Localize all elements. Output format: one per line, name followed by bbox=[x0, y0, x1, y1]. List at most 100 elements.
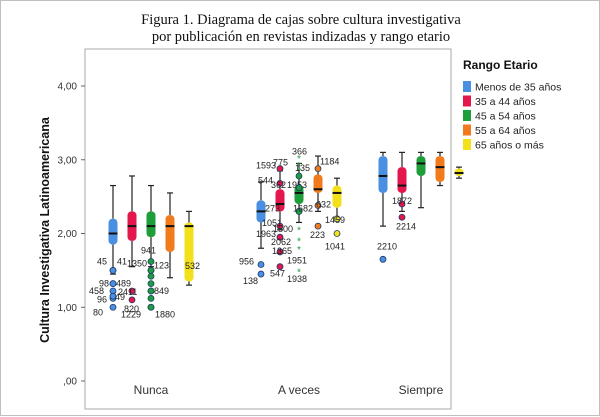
outlier-point bbox=[109, 280, 117, 288]
extreme-outlier-star: * bbox=[297, 154, 301, 165]
outlier-point bbox=[295, 207, 303, 215]
outlier-label: 1951 bbox=[287, 256, 307, 266]
y-tick-label: 4,00 bbox=[58, 82, 78, 93]
outlier-label: 544 bbox=[258, 175, 273, 185]
box-plot-siempre-s4 bbox=[454, 166, 464, 179]
box-iqr bbox=[146, 211, 156, 238]
boxes bbox=[108, 151, 464, 286]
legend-entry-label: 55 a 64 años bbox=[475, 125, 536, 137]
y-tick-label: 1,00 bbox=[58, 303, 78, 314]
x-category-label: Nunca bbox=[134, 383, 169, 397]
outlier-point bbox=[257, 270, 265, 278]
outlier-label: 820 bbox=[124, 304, 139, 314]
chart-title-line-2: por publicación en revistas indizadas y … bbox=[151, 29, 451, 45]
outlier-point bbox=[314, 202, 322, 209]
outlier-point bbox=[147, 272, 155, 280]
box-iqr bbox=[378, 156, 388, 193]
outlier-label: 135 bbox=[295, 163, 310, 173]
outlier-label: 273 bbox=[265, 203, 280, 213]
outlier-label: 1880 bbox=[155, 309, 175, 319]
extreme-outlier-star: * bbox=[297, 267, 301, 278]
outlier-point bbox=[295, 172, 303, 180]
outlier-label: 2214 bbox=[396, 221, 416, 231]
legend-entry-label: 35 a 44 años bbox=[475, 96, 536, 108]
x-category-label: Siempre bbox=[399, 383, 444, 397]
box-iqr bbox=[332, 185, 342, 208]
outlier-point bbox=[147, 258, 155, 265]
chart-title-line-1: Figura 1. Diagrama de cajas sobre cultur… bbox=[141, 12, 461, 28]
outlier-point bbox=[276, 222, 284, 230]
outlier-label: 1365 bbox=[272, 246, 292, 256]
outlier-label: 1459 bbox=[325, 215, 345, 225]
box-plot-siempre-s3 bbox=[435, 151, 445, 187]
legend-entry-label: 45 a 54 años bbox=[475, 111, 536, 123]
box-plot-nunca-s1 bbox=[127, 175, 137, 268]
legend-swatch bbox=[463, 110, 471, 121]
outlier-label: 775 bbox=[273, 158, 288, 168]
legend-title: Rango Etario bbox=[463, 58, 538, 72]
outlier-point bbox=[128, 296, 136, 304]
outlier-label: 941 bbox=[141, 246, 156, 256]
outlier-label: 1682 bbox=[293, 203, 313, 213]
outlier-label: 2062 bbox=[271, 237, 291, 247]
outlier-label: 223 bbox=[310, 230, 325, 240]
outlier-point bbox=[147, 294, 155, 302]
outlier-point bbox=[147, 280, 155, 288]
box-plot-a-veces-s0 bbox=[256, 181, 266, 249]
y-tick-label: 3,00 bbox=[58, 155, 78, 166]
box-iqr bbox=[184, 222, 194, 282]
outlier-label: 49 bbox=[115, 292, 125, 302]
outlier-label: 849 bbox=[154, 286, 169, 296]
outlier-point bbox=[398, 213, 406, 221]
outlier-point bbox=[333, 230, 341, 237]
box-iqr bbox=[165, 215, 175, 252]
outlier-label: 96 bbox=[97, 294, 107, 304]
outlier-label: 1963 bbox=[256, 229, 276, 239]
box-plot-siempre-s2 bbox=[416, 151, 426, 209]
box-plot-siempre-s1 bbox=[397, 151, 407, 212]
outlier-label: 1229 bbox=[121, 309, 141, 319]
outlier-label: 547 bbox=[270, 269, 285, 279]
outlier-point bbox=[398, 200, 406, 208]
outlier-label: 138 bbox=[243, 276, 258, 286]
outlier-point bbox=[295, 184, 303, 192]
outlier-point bbox=[147, 287, 155, 295]
extreme-outlier-star: * bbox=[297, 166, 301, 177]
extreme-outlier-star: * bbox=[297, 161, 301, 172]
outlier-label: 45 bbox=[97, 256, 107, 266]
outlier-label: 1350 bbox=[127, 258, 147, 268]
plot-frame bbox=[84, 48, 452, 410]
outlier-label: 2411 bbox=[118, 287, 137, 297]
outlier-label: 80 bbox=[93, 307, 103, 317]
outlier-label: 98 bbox=[99, 279, 109, 289]
outlier-label: 2210 bbox=[377, 241, 397, 251]
box-iqr bbox=[435, 156, 445, 182]
outlier-label: 489 bbox=[116, 279, 131, 289]
outlier-label: 362 bbox=[271, 180, 286, 190]
legend-swatch bbox=[463, 139, 471, 150]
y-tick-label: 2,00 bbox=[58, 229, 78, 240]
outlier-label: 366 bbox=[292, 146, 307, 156]
outlier-point bbox=[314, 222, 322, 230]
legend-swatch bbox=[463, 124, 471, 136]
legend-swatch bbox=[463, 81, 471, 92]
outlier-point bbox=[314, 165, 322, 173]
outlier-label: 532 bbox=[185, 261, 200, 271]
extreme-outlier-star: * bbox=[297, 236, 301, 247]
box-iqr bbox=[416, 156, 426, 176]
legend: Rango Etario Menos de 35 años 35 a 44 años… bbox=[463, 58, 561, 152]
outlier-label: 1041 bbox=[325, 242, 345, 252]
box-plot-nunca-s3 bbox=[165, 192, 175, 279]
box-plot-a-veces-s4 bbox=[332, 177, 342, 220]
outlier-point bbox=[257, 261, 265, 268]
outlier-point bbox=[276, 179, 284, 187]
outlier-label: 1500 bbox=[273, 224, 293, 234]
extreme-outlier-star: * bbox=[297, 245, 301, 256]
y-tick-label: ,00 bbox=[63, 377, 77, 388]
y-axis-label: Cultura Investigativa Latinoamericana bbox=[38, 116, 52, 343]
outlier-label: 1184 bbox=[320, 157, 339, 167]
outlier-label: 956 bbox=[239, 256, 254, 266]
